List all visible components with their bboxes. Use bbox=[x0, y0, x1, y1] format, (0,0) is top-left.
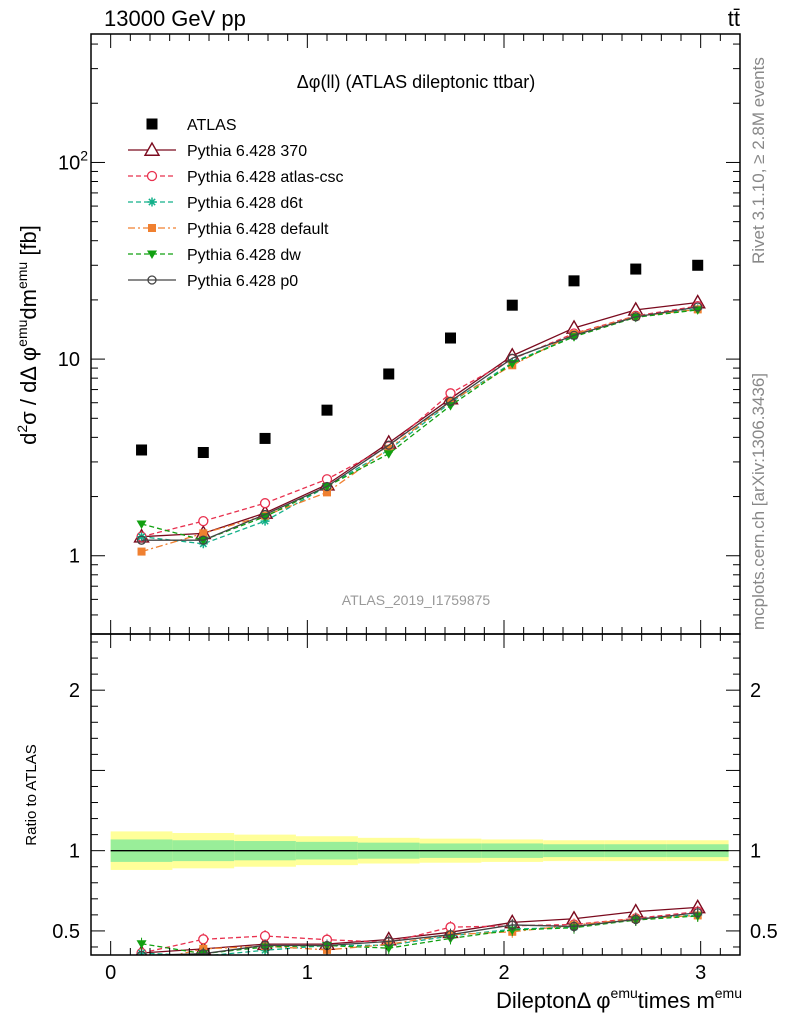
point-pythia-6-428-atlas-csc bbox=[445, 388, 456, 399]
ratio-point-pythia-6-428-p0 bbox=[384, 936, 394, 947]
series-line-pythia-6-428-p0 bbox=[141, 306, 698, 541]
point-pythia-6-428-atlas-csc bbox=[259, 498, 271, 509]
mcplots-label: mcplots.cern.ch [arXiv:1306.3436] bbox=[749, 373, 768, 630]
ratio-line-pythia-6-428-dw bbox=[141, 915, 698, 955]
data-point-atlas bbox=[445, 332, 457, 344]
legend-label-pythia-6-428-370: Pythia 6.428 370 bbox=[187, 143, 307, 160]
point-pythia-6-428-default bbox=[199, 529, 208, 538]
ratio-point-pythia-6-428-dw bbox=[383, 944, 394, 954]
point-pythia-6-428-dw bbox=[136, 520, 147, 530]
analysis-watermark: ATLAS_2019_I1759875 bbox=[342, 592, 491, 608]
header-final-state: tt̄ bbox=[728, 6, 740, 31]
ratio-y-tick-label: 1 bbox=[69, 841, 80, 863]
legend-marker-pythia-6-428-dw bbox=[147, 250, 157, 259]
point-pythia-6-428-p0 bbox=[569, 330, 579, 341]
point-pythia-6-428-p0 bbox=[631, 312, 641, 322]
point-pythia-6-428-p0 bbox=[198, 535, 208, 545]
ratio-point-pythia-6-428-p0 bbox=[631, 914, 641, 925]
y-tick-label: 102 bbox=[58, 147, 88, 174]
ratio-plot-data bbox=[135, 898, 706, 966]
rivet-version-label: Rivet 3.1.10, ≥ 2.8M events bbox=[749, 57, 768, 264]
x-tick-label: 0 bbox=[105, 962, 116, 984]
ratio-point-pythia-6-428-p0 bbox=[260, 940, 270, 950]
legend: ATLAS Pythia 6.428 370 Pythia 6.428 atlas-… bbox=[128, 117, 344, 290]
plot-title: Δφ(ll) (ATLAS dileptonic ttbar) bbox=[297, 72, 535, 92]
ratio-point-pythia-6-428-default bbox=[138, 958, 146, 966]
data-point-atlas bbox=[568, 275, 580, 287]
ratio-y-tick-label: 0.5 bbox=[52, 921, 80, 943]
ratio-y-tick-label-right: 2 bbox=[750, 680, 761, 702]
data-point-atlas bbox=[197, 446, 209, 458]
data-point-atlas bbox=[259, 432, 271, 444]
ratio-plot-axes: 0 1 2 3 0.5 0.5 1 1 2 2 bbox=[52, 634, 778, 984]
ratio-line-pythia-6-428-p0 bbox=[141, 912, 698, 955]
ratio-point-pythia-6-428-p0 bbox=[198, 949, 208, 955]
ratio-point-pythia-6-428-p0 bbox=[693, 908, 703, 918]
data-point-atlas bbox=[321, 404, 333, 416]
x-tick-label: 1 bbox=[302, 962, 313, 984]
legend-marker-pythia-6-428-atlas-csc bbox=[146, 170, 158, 182]
ratio-plot-frame bbox=[90, 633, 741, 956]
ratio-uncertainty-band bbox=[110, 831, 729, 870]
main-y-axis-label: d2σ / dΔ φemudmemu [fb] bbox=[14, 225, 41, 445]
main-plot-axes: 1 10 102 bbox=[58, 34, 741, 635]
ratio-point-pythia-6-428-p0 bbox=[569, 921, 579, 932]
series-line-pythia-6-428-370 bbox=[141, 301, 698, 538]
x-tick-label: 3 bbox=[695, 962, 706, 984]
main-plot-data bbox=[133, 259, 706, 556]
point-pythia-6-428-p0 bbox=[322, 481, 332, 492]
series-line-pythia-6-428-d6t bbox=[141, 308, 698, 545]
point-pythia-6-428-p0 bbox=[693, 302, 703, 312]
ratio-y-tick-label-right: 1 bbox=[750, 841, 761, 863]
ratio-point-pythia-6-428-p0 bbox=[507, 920, 517, 930]
ratio-point-pythia-6-428-p0 bbox=[445, 930, 456, 940]
series-line-pythia-6-428-default bbox=[141, 308, 698, 553]
point-pythia-6-428-default bbox=[137, 547, 146, 556]
ratio-point-pythia-6-428-p0 bbox=[136, 950, 147, 955]
data-point-atlas bbox=[630, 263, 642, 275]
point-pythia-6-428-p0 bbox=[136, 535, 147, 545]
ratio-line-pythia-6-428-370 bbox=[141, 906, 698, 954]
header-process: 13000 GeV pp bbox=[104, 6, 246, 31]
x-tick-label: 2 bbox=[498, 962, 509, 984]
ratio-y-tick-label: 2 bbox=[69, 680, 80, 702]
legend-marker-atlas bbox=[146, 118, 158, 130]
ratio-y-axis-label: Ratio to ATLAS bbox=[23, 744, 40, 845]
ratio-y-tick-label-right: 0.5 bbox=[750, 921, 778, 943]
legend-marker-pythia-6-428-d6t bbox=[147, 197, 157, 207]
data-point-atlas bbox=[136, 444, 148, 456]
data-point-atlas bbox=[692, 259, 704, 271]
legend-label-pythia-6-428-d6t: Pythia 6.428 d6t bbox=[187, 195, 303, 212]
data-point-atlas bbox=[506, 299, 518, 311]
legend-label-pythia-6-428-dw: Pythia 6.428 dw bbox=[187, 247, 301, 264]
legend-marker-pythia-6-428-p0 bbox=[147, 275, 157, 285]
x-axis-label: DileptonΔ φemutimes memu bbox=[496, 985, 742, 1013]
legend-label-pythia-6-428-default: Pythia 6.428 default bbox=[187, 221, 329, 238]
legend-label-pythia-6-428-atlas-csc: Pythia 6.428 atlas-csc bbox=[187, 169, 344, 186]
point-pythia-6-428-dw bbox=[569, 333, 580, 342]
data-point-atlas bbox=[383, 368, 395, 380]
legend-marker-pythia-6-428-default bbox=[148, 224, 156, 232]
ratio-point-pythia-6-428-atlas-csc bbox=[259, 930, 271, 942]
point-pythia-6-428-atlas-csc bbox=[198, 515, 209, 527]
legend-label-atlas: ATLAS bbox=[187, 117, 237, 134]
point-pythia-6-428-default bbox=[323, 488, 331, 497]
point-pythia-6-428-dw bbox=[383, 450, 394, 459]
point-pythia-6-428-p0 bbox=[260, 509, 270, 520]
y-tick-label: 1 bbox=[69, 546, 80, 568]
y-tick-label: 10 bbox=[58, 349, 80, 371]
ratio-point-pythia-6-428-atlas-csc bbox=[198, 934, 209, 945]
legend-label-pythia-6-428-p0: Pythia 6.428 p0 bbox=[187, 273, 298, 290]
ratio-point-pythia-6-428-dw bbox=[136, 940, 147, 949]
point-pythia-6-428-p0 bbox=[384, 440, 394, 450]
series-line-pythia-6-428-dw bbox=[141, 309, 698, 541]
ratio-line-pythia-6-428-default bbox=[172, 914, 698, 955]
point-pythia-6-428-p0 bbox=[507, 353, 517, 363]
point-pythia-6-428-p0 bbox=[445, 396, 456, 406]
legend-marker-pythia-6-428-370 bbox=[143, 141, 161, 156]
